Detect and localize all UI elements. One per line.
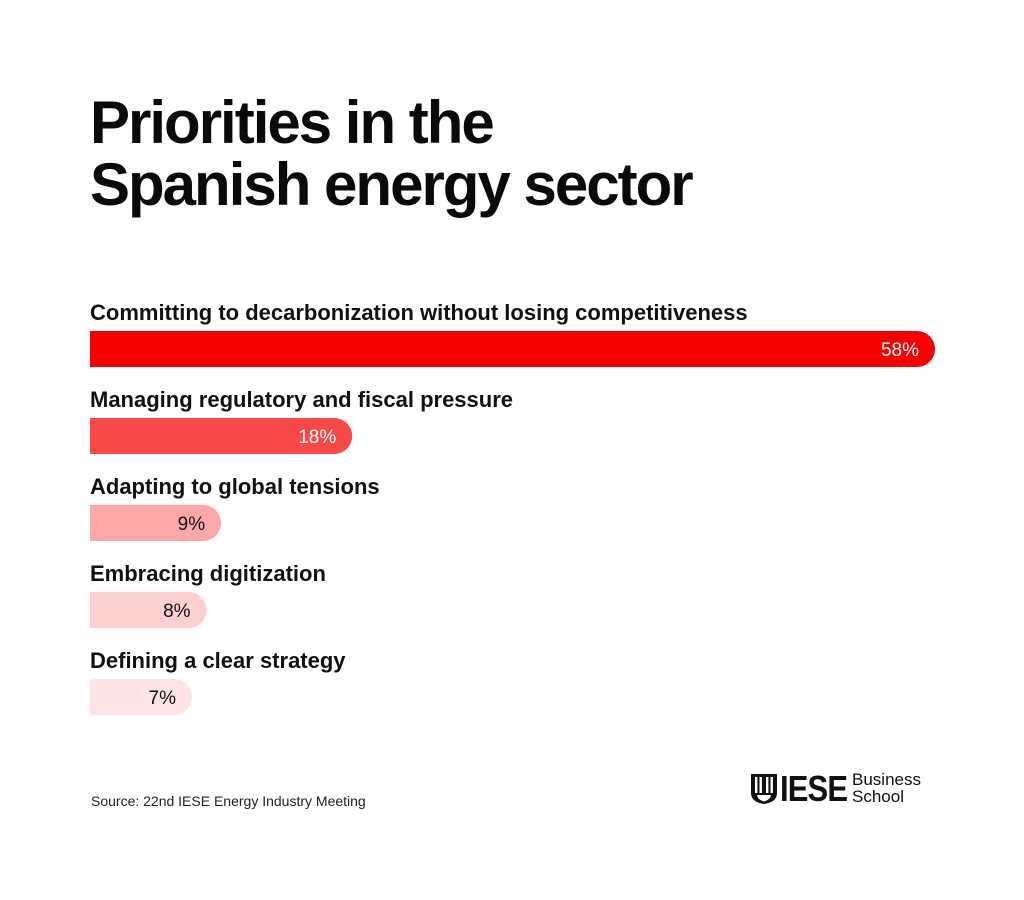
iese-logo: IESE Business School: [750, 768, 940, 810]
category-label: Adapting to global tensions: [90, 474, 380, 499]
chart-title-line-2: Spanish energy sector: [90, 151, 694, 218]
bar-group: Adapting to global tensions 9%: [90, 474, 380, 541]
logo-wordmark: IESE: [780, 768, 848, 809]
bar-group: Managing regulatory and fiscal pressure 1…: [90, 387, 513, 455]
category-label: Managing regulatory and fiscal pressure: [90, 387, 513, 412]
bar: [90, 592, 207, 628]
value-label: 9%: [178, 514, 206, 535]
bar: [90, 418, 353, 455]
bar-group: Embracing digitization 8%: [90, 561, 326, 628]
bar-group: Committing to decarbonization without lo…: [90, 300, 935, 367]
logo-subtitle-line-1: Business: [852, 770, 921, 789]
bar-group: Defining a clear strategy 7%: [90, 648, 346, 715]
logo-subtitle: Business School: [852, 771, 921, 805]
category-label: Committing to decarbonization without lo…: [90, 300, 748, 325]
bar: [90, 505, 222, 541]
source-note: Source: 22nd IESE Energy Industry Meetin…: [91, 793, 366, 809]
category-label: Defining a clear strategy: [90, 648, 346, 673]
value-label: 18%: [298, 427, 336, 448]
category-label: Embracing digitization: [90, 561, 326, 586]
value-label: 8%: [163, 601, 191, 622]
iese-crest-icon: [751, 774, 777, 804]
chart-title-line-1: Priorities in the: [90, 89, 495, 156]
bar: [90, 331, 935, 367]
bar-chart: Committing to decarbonization without lo…: [90, 300, 935, 715]
bar: [90, 679, 192, 715]
value-label: 7%: [149, 688, 177, 709]
logo-subtitle-line-2: School: [852, 787, 904, 806]
value-label: 58%: [881, 340, 919, 361]
chart-title: Priorities in the Spanish energy sector: [90, 92, 910, 216]
